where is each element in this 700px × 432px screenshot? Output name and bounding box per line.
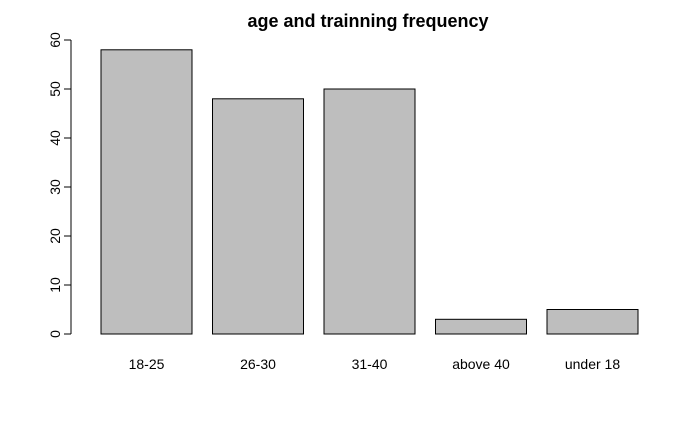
- y-tick-label: 30: [47, 179, 63, 195]
- y-axis: 0 10 20 30 40 50 60: [47, 32, 72, 338]
- y-tick-label: 20: [47, 228, 63, 244]
- x-tick-label: 31-40: [352, 356, 388, 372]
- y-tick-label: 40: [47, 130, 63, 146]
- bars-group: [100, 49, 639, 335]
- bar-under-18: [546, 309, 639, 335]
- x-tick-label: above 40: [452, 356, 510, 372]
- x-tick-label: 26-30: [240, 356, 276, 372]
- bar-18-25: [100, 49, 193, 335]
- y-tick-label: 60: [47, 32, 63, 48]
- x-axis-labels: 18-25 26-30 31-40 above 40 under 18: [129, 356, 621, 372]
- chart-title: age and trainning frequency: [247, 11, 488, 31]
- bar-26-30: [212, 98, 304, 335]
- y-tick-label: 10: [47, 277, 63, 293]
- x-tick-label: 18-25: [129, 356, 165, 372]
- bar-above-40: [435, 318, 527, 335]
- y-tick-label: 50: [47, 81, 63, 97]
- y-tick-label: 0: [47, 330, 63, 338]
- x-tick-label: under 18: [565, 356, 620, 372]
- bar-31-40: [323, 88, 416, 335]
